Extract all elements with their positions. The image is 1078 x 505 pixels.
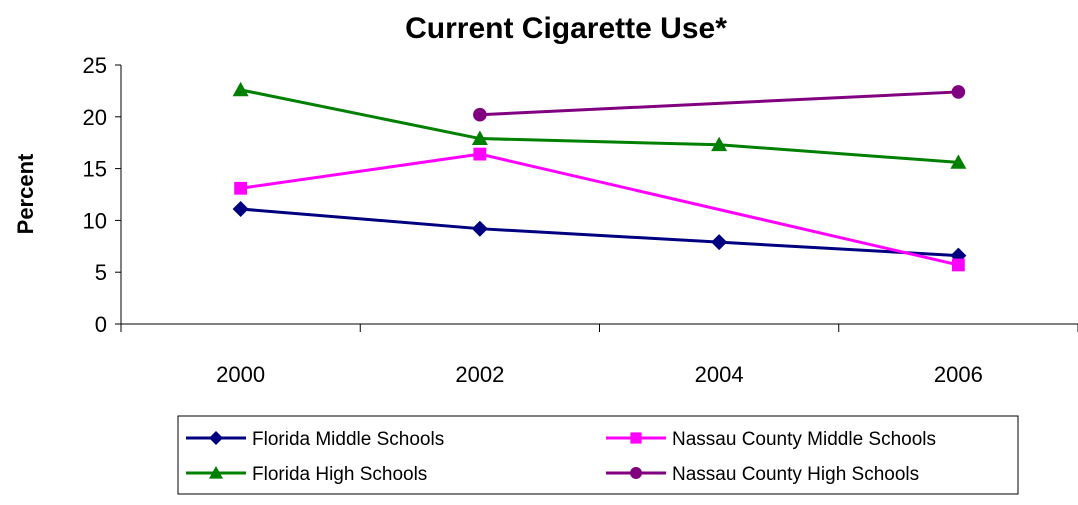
chart-title: Current Cigarette Use* (405, 12, 727, 45)
data-point (950, 154, 967, 169)
legend-item: Florida Middle Schools (186, 429, 444, 450)
legend-swatch-marker (630, 432, 642, 444)
series-layer (232, 81, 967, 272)
data-point (234, 181, 248, 195)
series-3 (473, 85, 966, 122)
x-tick-label: 2002 (455, 362, 504, 387)
legend-swatch-marker (209, 466, 223, 479)
legend-label: Florida High Schools (252, 464, 427, 485)
data-point (951, 258, 965, 272)
legend-label: Nassau County Middle Schools (672, 429, 936, 450)
legend-box (177, 415, 1019, 495)
legend-item: Florida High Schools (186, 464, 427, 485)
series-line (240, 207, 959, 258)
data-point (711, 136, 728, 152)
legend-swatch-marker (630, 467, 642, 479)
series-line (240, 88, 959, 164)
series-2 (232, 81, 967, 169)
axes: 0 5 10 15 20 25 2000 2002 2004 2006 (83, 53, 1078, 387)
x-tick-label: 2006 (934, 362, 983, 387)
data-point (951, 85, 966, 99)
series-1 (234, 147, 965, 272)
y-tick-label: 10 (83, 208, 107, 233)
legend: Florida Middle Schools Nassau County Midd… (177, 415, 1019, 495)
data-point (473, 107, 487, 122)
data-point (471, 130, 488, 145)
x-tick-label: 2004 (695, 362, 744, 387)
data-point (711, 234, 728, 251)
data-point (232, 201, 249, 218)
data-point (473, 147, 487, 161)
legend-item: Nassau County Middle Schools (606, 429, 936, 450)
legend-label: Nassau County High Schools (672, 464, 919, 485)
x-tick-label: 2000 (216, 362, 265, 387)
y-tick-label: 0 (95, 312, 107, 337)
legend-swatch-marker (209, 431, 223, 445)
series-0 (232, 201, 967, 264)
series-line (479, 90, 959, 117)
y-tick-label: 15 (83, 157, 107, 182)
legend-item: Nassau County High Schools (606, 464, 919, 485)
data-point (471, 220, 488, 237)
y-tick-label: 5 (95, 260, 107, 285)
y-tick-label: 20 (83, 105, 107, 130)
y-tick-label: 25 (83, 53, 107, 78)
y-axis-label: Percent (13, 153, 38, 234)
legend-label: Florida Middle Schools (252, 429, 444, 450)
data-point (232, 81, 249, 97)
